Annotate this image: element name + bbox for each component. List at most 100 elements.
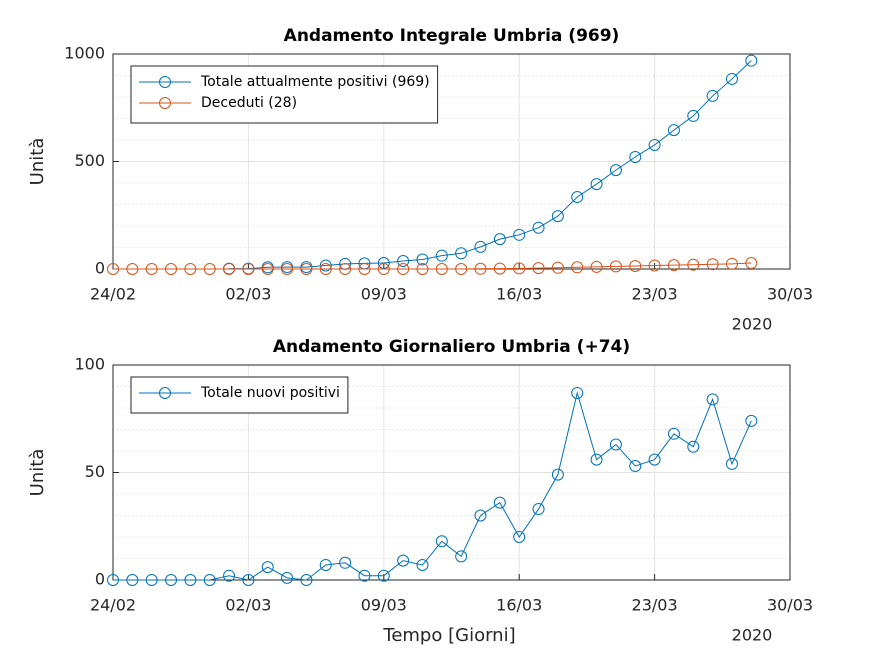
marker [493, 262, 506, 275]
marker [725, 72, 738, 85]
marker [532, 503, 545, 516]
marker [145, 263, 158, 275]
marker [300, 263, 313, 275]
marker [203, 574, 216, 586]
x-tick-label: 09/03 [361, 596, 407, 615]
marker [590, 260, 603, 273]
chart-title: Andamento Integrale Umbria (969) [284, 26, 620, 46]
marker [126, 574, 139, 586]
marker [571, 386, 584, 399]
marker [377, 263, 390, 275]
legend-box [130, 376, 349, 414]
marker [435, 535, 448, 548]
marker [300, 574, 313, 586]
marker [532, 221, 545, 234]
marker [745, 54, 758, 67]
x-tick-label: 16/03 [496, 596, 542, 615]
marker [397, 554, 410, 567]
marker [513, 262, 526, 275]
marker [319, 263, 332, 275]
marker [455, 247, 468, 260]
marker [107, 574, 119, 586]
marker [358, 569, 371, 582]
legend-marker [159, 76, 171, 88]
marker [551, 261, 564, 274]
marker [513, 228, 526, 241]
marker [416, 558, 429, 571]
legend-label: Totale nuovi positivi [200, 385, 340, 401]
x-tick-label: 24/02 [90, 285, 136, 304]
marker [319, 259, 332, 272]
marker [223, 263, 236, 275]
marker [455, 550, 468, 563]
marker [590, 178, 603, 191]
marker [609, 260, 622, 273]
marker [165, 574, 178, 586]
y-tick-label: 0 [95, 570, 105, 589]
x-tick-label: 30/03 [767, 285, 813, 304]
marker [745, 256, 758, 269]
marker [416, 263, 429, 275]
x-tick-label: 23/03 [632, 596, 678, 615]
x-tick-label: 24/02 [90, 596, 136, 615]
marker [629, 460, 642, 473]
marker [358, 263, 371, 275]
marker [281, 571, 294, 584]
y-tick-label: 100 [74, 355, 105, 374]
marker [725, 257, 738, 270]
x-tick-label: 02/03 [225, 596, 271, 615]
marker [281, 263, 294, 275]
marker [397, 263, 410, 275]
marker [551, 468, 564, 481]
marker [706, 258, 719, 271]
x-axis-label: Tempo [Giorni] [382, 625, 515, 646]
marker [435, 263, 448, 275]
marker [126, 263, 139, 275]
legend-label: Deceduti (28) [201, 95, 297, 111]
marker [339, 263, 352, 275]
y-tick-label: 0 [95, 259, 105, 278]
marker [493, 233, 506, 246]
marker [339, 556, 352, 569]
marker [725, 457, 738, 470]
marker [745, 414, 758, 427]
marker [706, 89, 719, 102]
chart-title: Andamento Giornaliero Umbria (+74) [273, 337, 630, 357]
marker [223, 569, 236, 582]
legend-label: Totale attualmente positivi (969) [200, 74, 430, 90]
y-tick-label: 500 [74, 151, 105, 170]
marker [165, 263, 178, 275]
marker [416, 253, 429, 266]
x-tick-label: 02/03 [225, 285, 271, 304]
marker [145, 574, 158, 586]
marker [706, 393, 719, 406]
marker [609, 164, 622, 177]
marker [532, 262, 545, 275]
legend: Totale attualmente positivi (969) Decedut… [130, 65, 439, 124]
x-tick-label: 30/03 [767, 596, 813, 615]
marker [493, 496, 506, 509]
marker [687, 258, 700, 271]
marker [377, 569, 390, 582]
series-line [113, 262, 752, 270]
y-tick-label: 1000 [64, 44, 105, 63]
marker [648, 138, 661, 151]
marker [203, 263, 216, 275]
marker [319, 558, 332, 571]
x-offset-label: 2020 [732, 626, 773, 645]
marker [667, 124, 680, 137]
marker [377, 256, 390, 269]
x-offset-label: 2020 [732, 315, 773, 334]
marker [667, 427, 680, 440]
marker [667, 259, 680, 272]
marker [474, 262, 487, 275]
marker [687, 440, 700, 453]
axes-box [112, 364, 791, 581]
marker [242, 263, 255, 275]
y-tick-label: 50 [85, 462, 105, 481]
marker [184, 574, 197, 586]
marker [474, 240, 487, 253]
y-axis-label: Unità [27, 449, 48, 497]
x-tick-label: 16/03 [496, 285, 542, 304]
